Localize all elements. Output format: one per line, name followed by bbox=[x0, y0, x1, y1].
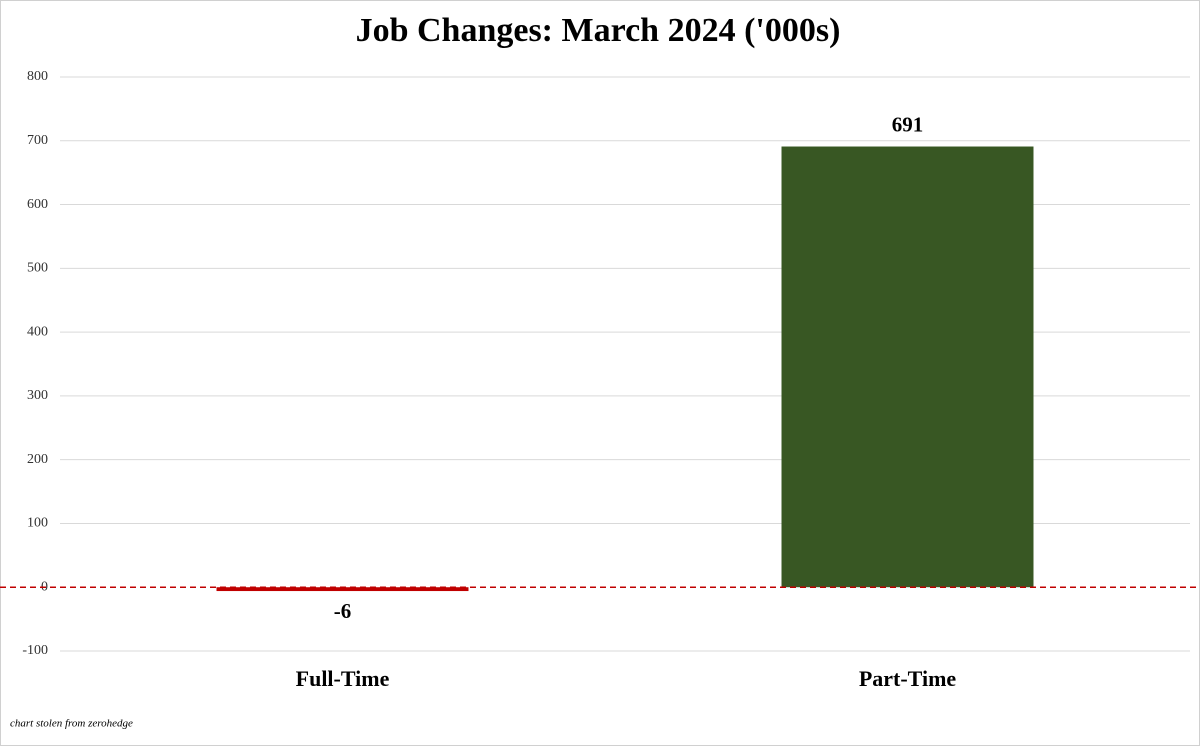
data-label: 691 bbox=[892, 112, 924, 136]
y-tick-label: 600 bbox=[27, 197, 48, 212]
y-tick-label: 300 bbox=[27, 388, 48, 403]
annotation: chart stolen from zerohedge bbox=[10, 718, 133, 730]
y-tick-label: 700 bbox=[27, 133, 48, 148]
y-tick-label: 800 bbox=[27, 69, 48, 84]
y-tick-label: 400 bbox=[27, 324, 48, 339]
data-label: -6 bbox=[334, 599, 352, 623]
bar bbox=[216, 587, 469, 592]
y-tick-label: 200 bbox=[27, 452, 48, 467]
x-tick-label: Part-Time bbox=[859, 666, 957, 691]
x-tick-label: Full-Time bbox=[296, 666, 390, 691]
chart-title: Job Changes: March 2024 ('000s) bbox=[356, 12, 841, 49]
y-tick-label: 500 bbox=[27, 261, 48, 276]
y-tick-label: -100 bbox=[22, 643, 48, 658]
y-tick-label: 100 bbox=[27, 516, 48, 531]
bar bbox=[781, 146, 1034, 588]
